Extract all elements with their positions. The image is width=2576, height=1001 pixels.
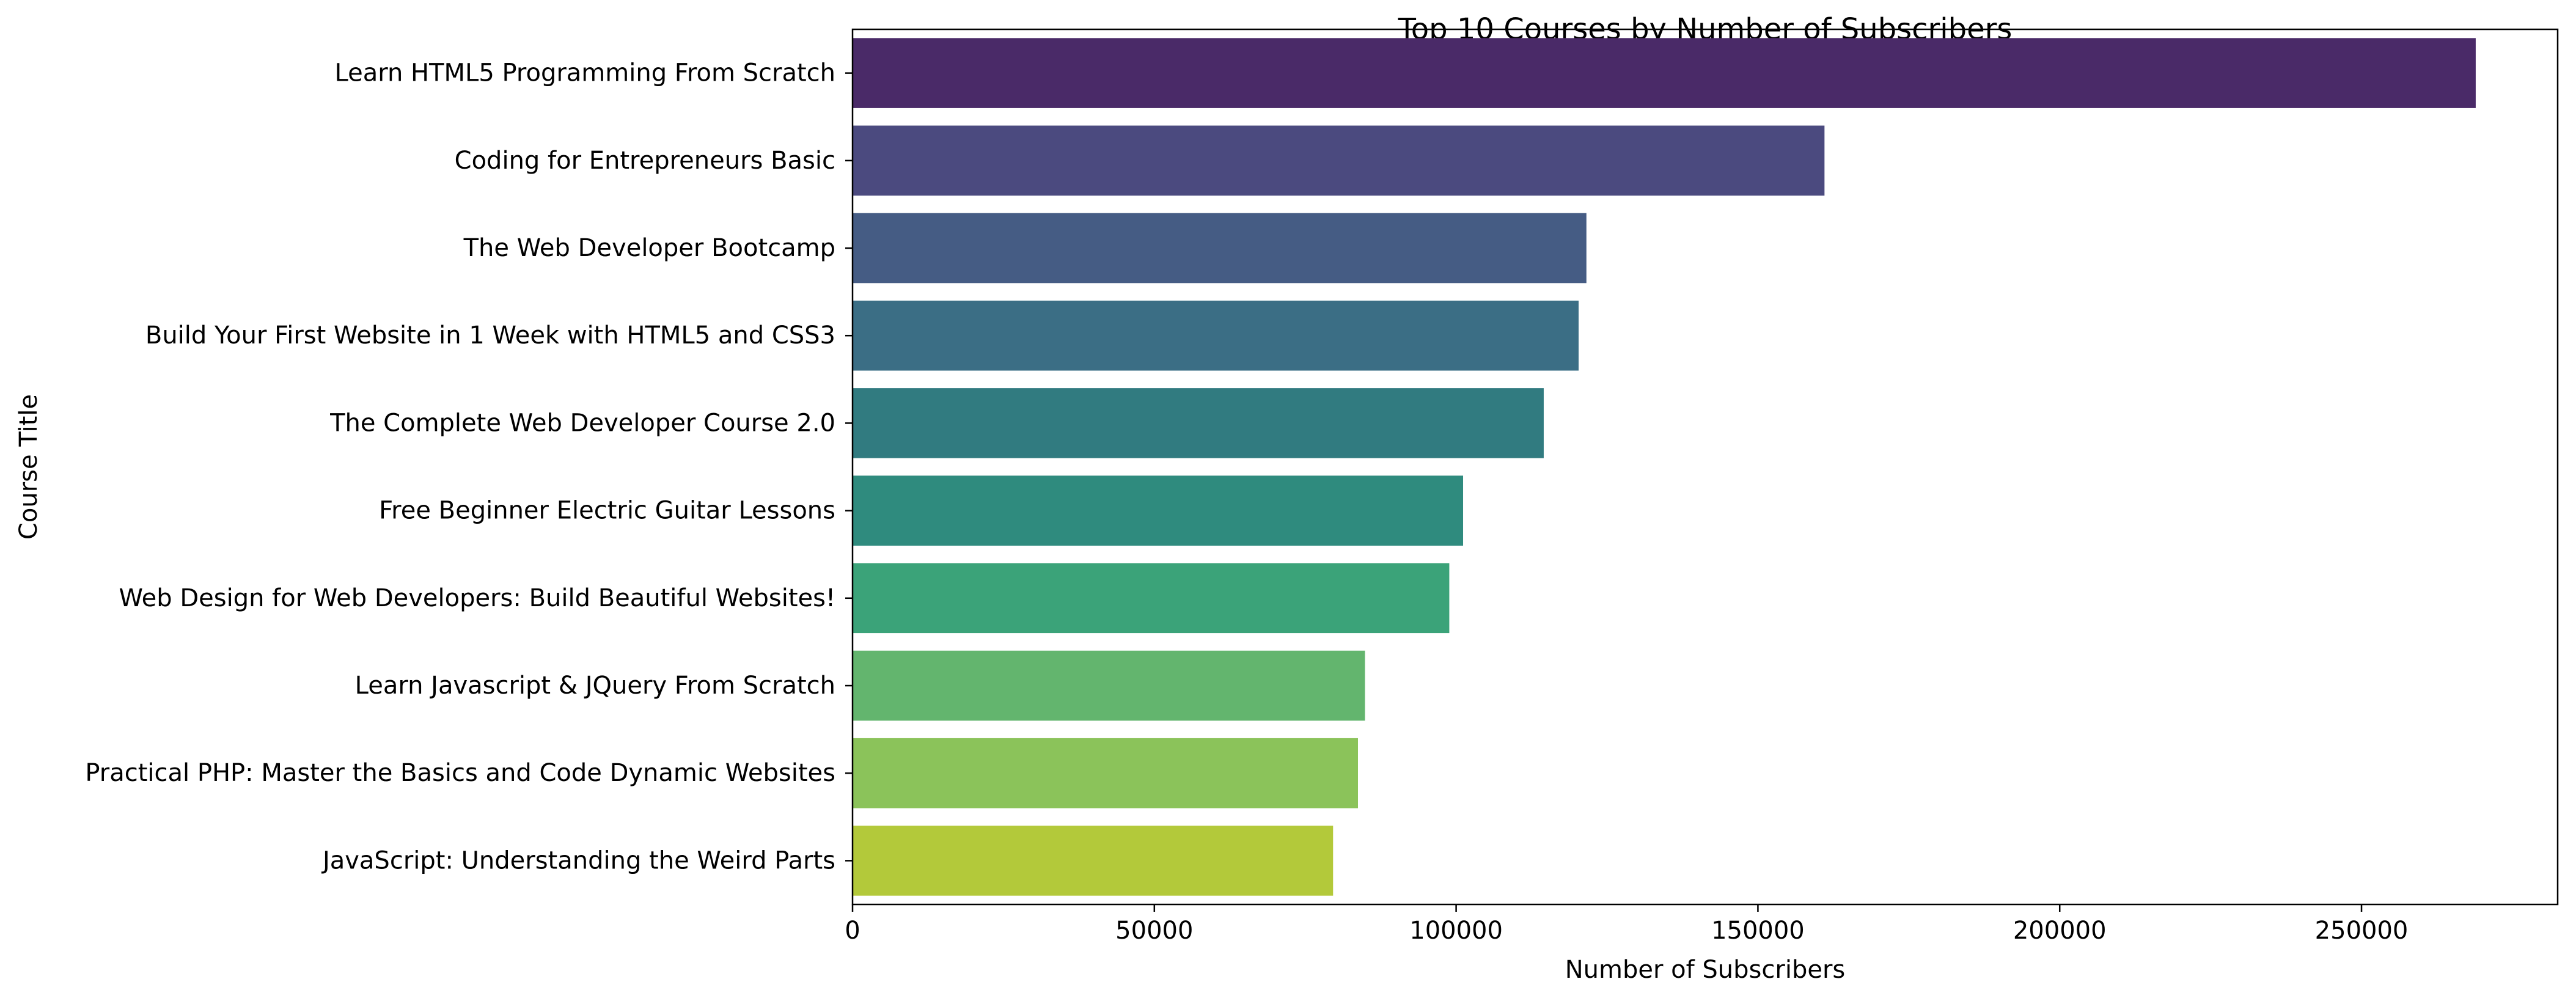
bar-9 [853, 738, 1358, 809]
axes-layer [851, 28, 2559, 906]
x-tick-label: 150000 [1711, 917, 1805, 945]
y-tick-label: Free Beginner Electric Guitar Lessons [379, 497, 835, 525]
bar-7 [853, 563, 1450, 634]
x-tick-label: 250000 [2315, 917, 2409, 945]
plot-frame [851, 28, 2559, 906]
x-axis-label: Number of Subscribers [1565, 956, 1845, 984]
bar-4 [853, 300, 1579, 371]
y-tick-label: Practical PHP: Master the Basics and Cod… [85, 759, 835, 787]
y-tick-label: Coding for Entrepreneurs Basic [455, 147, 835, 175]
bar-5 [853, 388, 1544, 458]
y-tick-label: JavaScript: Understanding the Weird Part… [321, 846, 835, 875]
x-tick-label: 100000 [1409, 917, 1503, 945]
bar-6 [853, 475, 1464, 546]
y-axis-label: Course Title [15, 394, 43, 540]
x-tick-label: 50000 [1115, 917, 1193, 945]
x-tick-label: 0 [845, 917, 860, 945]
y-tick-label: Web Design for Web Developers: Build Bea… [119, 584, 835, 612]
x-axis: 0 50000 100000 150000 200000 250000 [845, 904, 2408, 945]
y-tick-label: The Web Developer Bootcamp [463, 234, 835, 262]
bar-3 [853, 213, 1587, 284]
y-tick-label: Learn HTML5 Programming From Scratch [335, 59, 835, 87]
bar-8 [853, 650, 1365, 721]
bar-10 [853, 826, 1334, 896]
y-tick-label: Build Your First Website in 1 Week with … [145, 321, 835, 350]
bar-2 [853, 125, 1825, 196]
y-tick-label: Learn Javascript & JQuery From Scratch [355, 672, 835, 700]
x-tick-label: 200000 [2013, 917, 2107, 945]
bars-layer [853, 38, 2476, 896]
y-axis: Learn HTML5 Programming From Scratch Codi… [85, 59, 853, 875]
bar-1 [853, 38, 2476, 108]
y-tick-label: The Complete Web Developer Course 2.0 [329, 409, 835, 437]
